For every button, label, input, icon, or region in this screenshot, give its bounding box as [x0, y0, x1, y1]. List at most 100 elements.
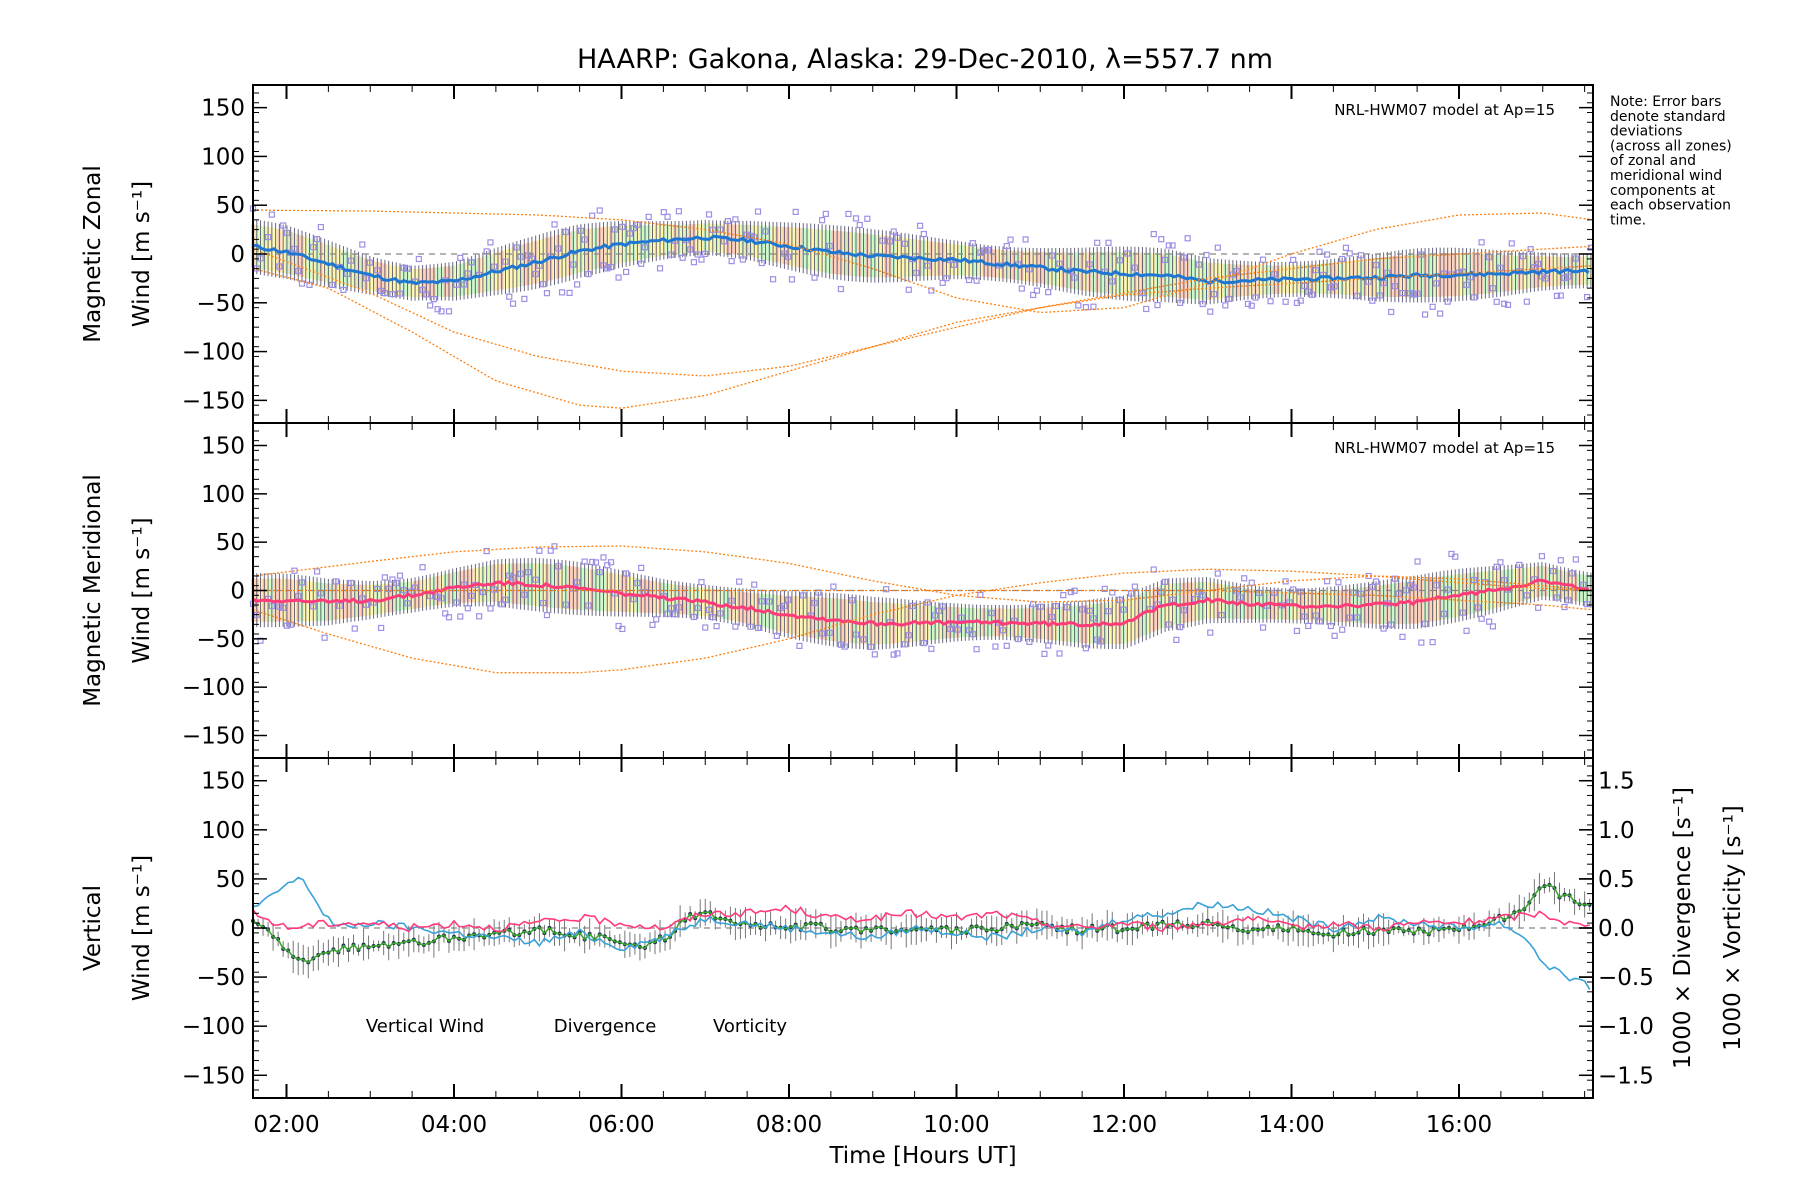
zone-point: [992, 643, 999, 650]
zone-point: [491, 586, 498, 593]
zone-point: [1022, 236, 1029, 243]
zone-point: [525, 252, 532, 259]
zone-point: [280, 604, 287, 611]
zone-point: [754, 208, 762, 215]
zone-point: [574, 579, 581, 586]
zone-point: [479, 588, 486, 596]
zone-point: [1523, 298, 1530, 305]
zone-point: [438, 308, 445, 315]
zone-point: [947, 625, 954, 633]
zone-point: [283, 622, 291, 629]
zone-point: [901, 641, 909, 648]
plot-panels: −150 −100 −50 0 50 100 150 Magnetic Zonal Wind […: [80, 84, 1746, 1099]
zone-point: [1033, 287, 1041, 294]
zone-point: [1452, 553, 1459, 560]
zone-point: [1550, 567, 1557, 575]
zone-point: [1433, 280, 1440, 287]
zone-point: [453, 281, 460, 288]
zone-point: [1535, 604, 1542, 611]
zone-point: [1030, 601, 1037, 608]
zone-point: [532, 576, 539, 583]
zone-point: [298, 280, 306, 287]
y-tick-label: −50: [196, 965, 245, 991]
zone-point: [351, 625, 358, 632]
zone-point: [656, 265, 664, 272]
y-tick-label: 50: [216, 193, 245, 219]
zone-point: [396, 572, 404, 579]
zone-point: [404, 600, 411, 607]
y2-tick-label: −1.5: [1598, 1063, 1654, 1089]
zone-point: [532, 270, 539, 278]
zone-point: [1116, 257, 1123, 264]
zone-point: [1474, 604, 1481, 611]
zone-point: [1493, 563, 1500, 570]
zone-point: [785, 253, 792, 260]
zone-point: [509, 574, 517, 581]
zone-point: [1214, 570, 1221, 577]
y-axis-left: −150 −100 −50 0 50 100 150: [182, 92, 1593, 416]
zone-point: [1297, 297, 1304, 304]
zone-point: [1150, 566, 1157, 573]
zone-point: [340, 286, 347, 294]
zone-point: [1557, 557, 1564, 564]
zone-point: [965, 627, 973, 634]
zone-point: [1195, 261, 1203, 268]
zone-point: [521, 591, 528, 598]
y-axis-label: Vertical Wind [m s⁻¹]: [80, 855, 155, 1001]
y-tick-label: −100: [182, 1014, 245, 1040]
zone-point: [1478, 239, 1485, 246]
zone-point: [1192, 595, 1199, 603]
zone-point: [577, 227, 584, 234]
zone-point: [1090, 303, 1097, 310]
y-tick-label: −150: [182, 1063, 245, 1089]
legend-item: Divergence: [554, 1016, 657, 1037]
zone-point: [562, 228, 569, 236]
y2-tick-label: 0.0: [1598, 916, 1635, 942]
zone-point: [1177, 299, 1184, 306]
zone-point: [555, 563, 562, 570]
zone-point: [623, 268, 630, 276]
zone-point: [1565, 597, 1572, 604]
zone-point: [894, 650, 901, 657]
zone-point: [604, 265, 611, 272]
zone-point: [502, 258, 509, 265]
mean-wind-line: [252, 234, 1590, 286]
zone-point: [419, 564, 426, 571]
zone-point: [464, 605, 471, 612]
zone-point: [1380, 280, 1387, 287]
zone-point: [1391, 283, 1399, 290]
zone-point: [1421, 311, 1429, 318]
zone-point: [664, 213, 671, 220]
y2-axis-labels: 1000 × Divergence [s⁻¹] 1000 × Vorticity …: [1670, 787, 1746, 1069]
zone-point: [679, 254, 686, 261]
zone-point: [1041, 650, 1048, 657]
zone-point: [1293, 627, 1301, 635]
mean-wind-line: [252, 578, 1590, 628]
zone-point: [1459, 609, 1466, 616]
zone-point: [981, 247, 988, 254]
zone-point: [623, 570, 630, 577]
zone-point: [1037, 603, 1044, 610]
zone-point: [362, 275, 370, 282]
zone-point: [1048, 252, 1056, 259]
zone-point: [543, 612, 551, 619]
vertical-wind-errbars: [251, 872, 1592, 979]
zone-point: [781, 602, 788, 610]
zone-point: [1259, 256, 1267, 263]
chart-title: HAARP: Gakona, Alaska: 29-Dec-2010, λ=55…: [577, 44, 1273, 75]
y2-tick-label: 1.0: [1598, 818, 1635, 844]
legend-item: Vorticity: [713, 1016, 787, 1037]
note-line: deviations: [1610, 124, 1682, 140]
zone-point: [336, 602, 343, 609]
y-axis-right: −1.5 −1.0 −0.5 0.0 0.5 1.0 1.5: [1579, 769, 1654, 1089]
zone-point: [724, 217, 731, 225]
zone-point: [1045, 289, 1052, 296]
zone-point: [709, 226, 716, 233]
zone-point: [1421, 620, 1429, 627]
zone-point: [1143, 305, 1150, 313]
zone-point: [400, 264, 407, 271]
zone-point: [698, 256, 705, 263]
zone-point: [1203, 251, 1210, 259]
zone-point: [826, 242, 833, 250]
zone-point: [1376, 292, 1383, 299]
